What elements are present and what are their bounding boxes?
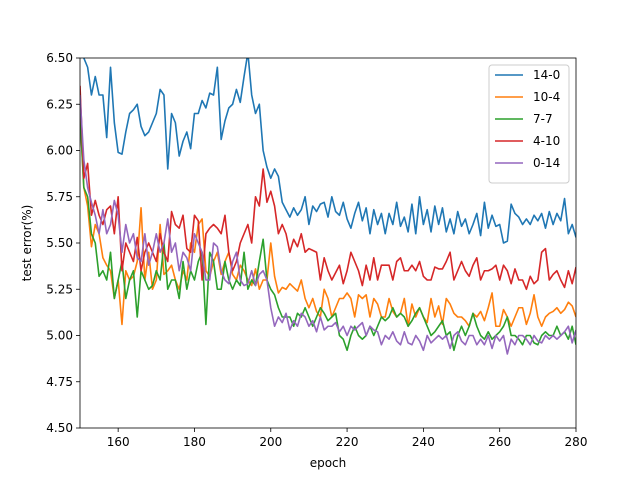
x-tick-label: 180 (183, 435, 206, 449)
legend-box (488, 64, 570, 184)
x-tick-label: 240 (412, 435, 435, 449)
y-tick-label: 5.00 (46, 329, 73, 343)
series-line-7-7 (80, 113, 576, 352)
x-axis: 160 180 200 220 240 260 280 (107, 428, 588, 449)
legend-label: 0-14 (533, 156, 560, 170)
y-tick-label: 4.75 (46, 375, 73, 389)
x-tick-label: 220 (336, 435, 359, 449)
y-tick-label: 6.50 (46, 51, 73, 65)
y-tick-label: 5.75 (46, 190, 73, 204)
y-axis: 4.50 4.75 5.00 5.25 5.50 5.75 6.00 6.25 6.50 (46, 51, 80, 435)
x-tick-label: 200 (259, 435, 282, 449)
y-tick-label: 6.25 (46, 97, 73, 111)
legend-label: 4-10 (533, 134, 560, 148)
y-axis-label: test error(%) (20, 205, 34, 282)
legend-label: 10-4 (533, 90, 560, 104)
y-tick-label: 4.50 (46, 421, 73, 435)
y-tick-label: 6.00 (46, 144, 73, 158)
series-line-14-0 (82, 58, 576, 244)
x-tick-label: 280 (565, 435, 588, 449)
x-tick-label: 260 (488, 435, 511, 449)
legend: 14-0 10-4 7-7 4-10 0-14 (488, 64, 570, 184)
x-tick-label: 160 (107, 435, 130, 449)
legend-label: 7-7 (533, 112, 553, 126)
x-axis-label: epoch (310, 456, 347, 470)
y-tick-label: 5.25 (46, 282, 73, 296)
series-line-0-14 (80, 94, 576, 355)
series-layer (80, 58, 576, 355)
legend-label: 14-0 (533, 68, 560, 82)
y-tick-label: 5.50 (46, 236, 73, 250)
